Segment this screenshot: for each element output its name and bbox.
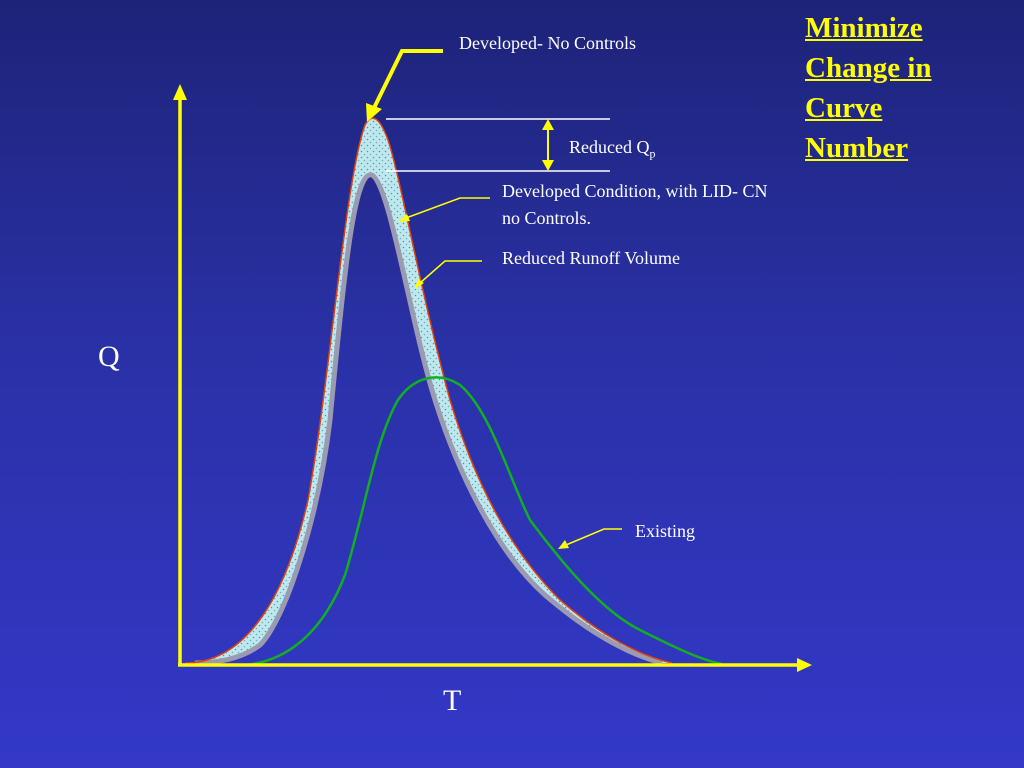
runoff-leader-line — [419, 260, 482, 284]
x-axis-label: T — [443, 684, 462, 717]
y-axis-arrowhead — [173, 84, 187, 100]
x-axis-arrowhead — [797, 658, 812, 672]
existing-leader-arrowhead — [558, 540, 569, 549]
slide-title: Minimize Change in Curve Number — [805, 8, 1020, 168]
title-line: Change in — [805, 52, 932, 84]
title-line: Curve — [805, 92, 883, 124]
existing-curve — [244, 376, 723, 667]
lid-label-line1: Developed Condition, with LID- CN — [502, 181, 768, 201]
developed-curve — [184, 117, 673, 664]
y-axis-label: Q — [98, 340, 120, 373]
reduced-qp-label: Reduced Qp — [569, 135, 655, 166]
developed-pointer-arrowhead — [366, 103, 382, 122]
dimension-arrowhead-top — [542, 119, 554, 130]
reduced-runoff-label: Reduced Runoff Volume — [502, 248, 680, 268]
lid-label-line2: no Controls. — [502, 208, 592, 228]
lid-leader-line — [405, 197, 490, 219]
developed-no-controls-label: Developed- No Controls — [459, 33, 636, 53]
lid-leader-arrowhead — [398, 214, 410, 222]
reduced-volume-band — [185, 118, 672, 664]
reduced-qp-subscript: p — [649, 146, 656, 161]
runoff-leader-arrowhead — [415, 279, 424, 289]
developed-pointer-line — [371, 49, 443, 111]
dimension-arrowhead-bottom — [542, 160, 554, 171]
title-line: Minimize — [805, 12, 923, 44]
existing-label: Existing — [635, 521, 696, 541]
title-line: Number — [805, 132, 909, 164]
existing-leader-line — [565, 528, 622, 546]
reduced-qp-text: Reduced Q — [569, 137, 650, 157]
lid-curve — [194, 172, 663, 666]
